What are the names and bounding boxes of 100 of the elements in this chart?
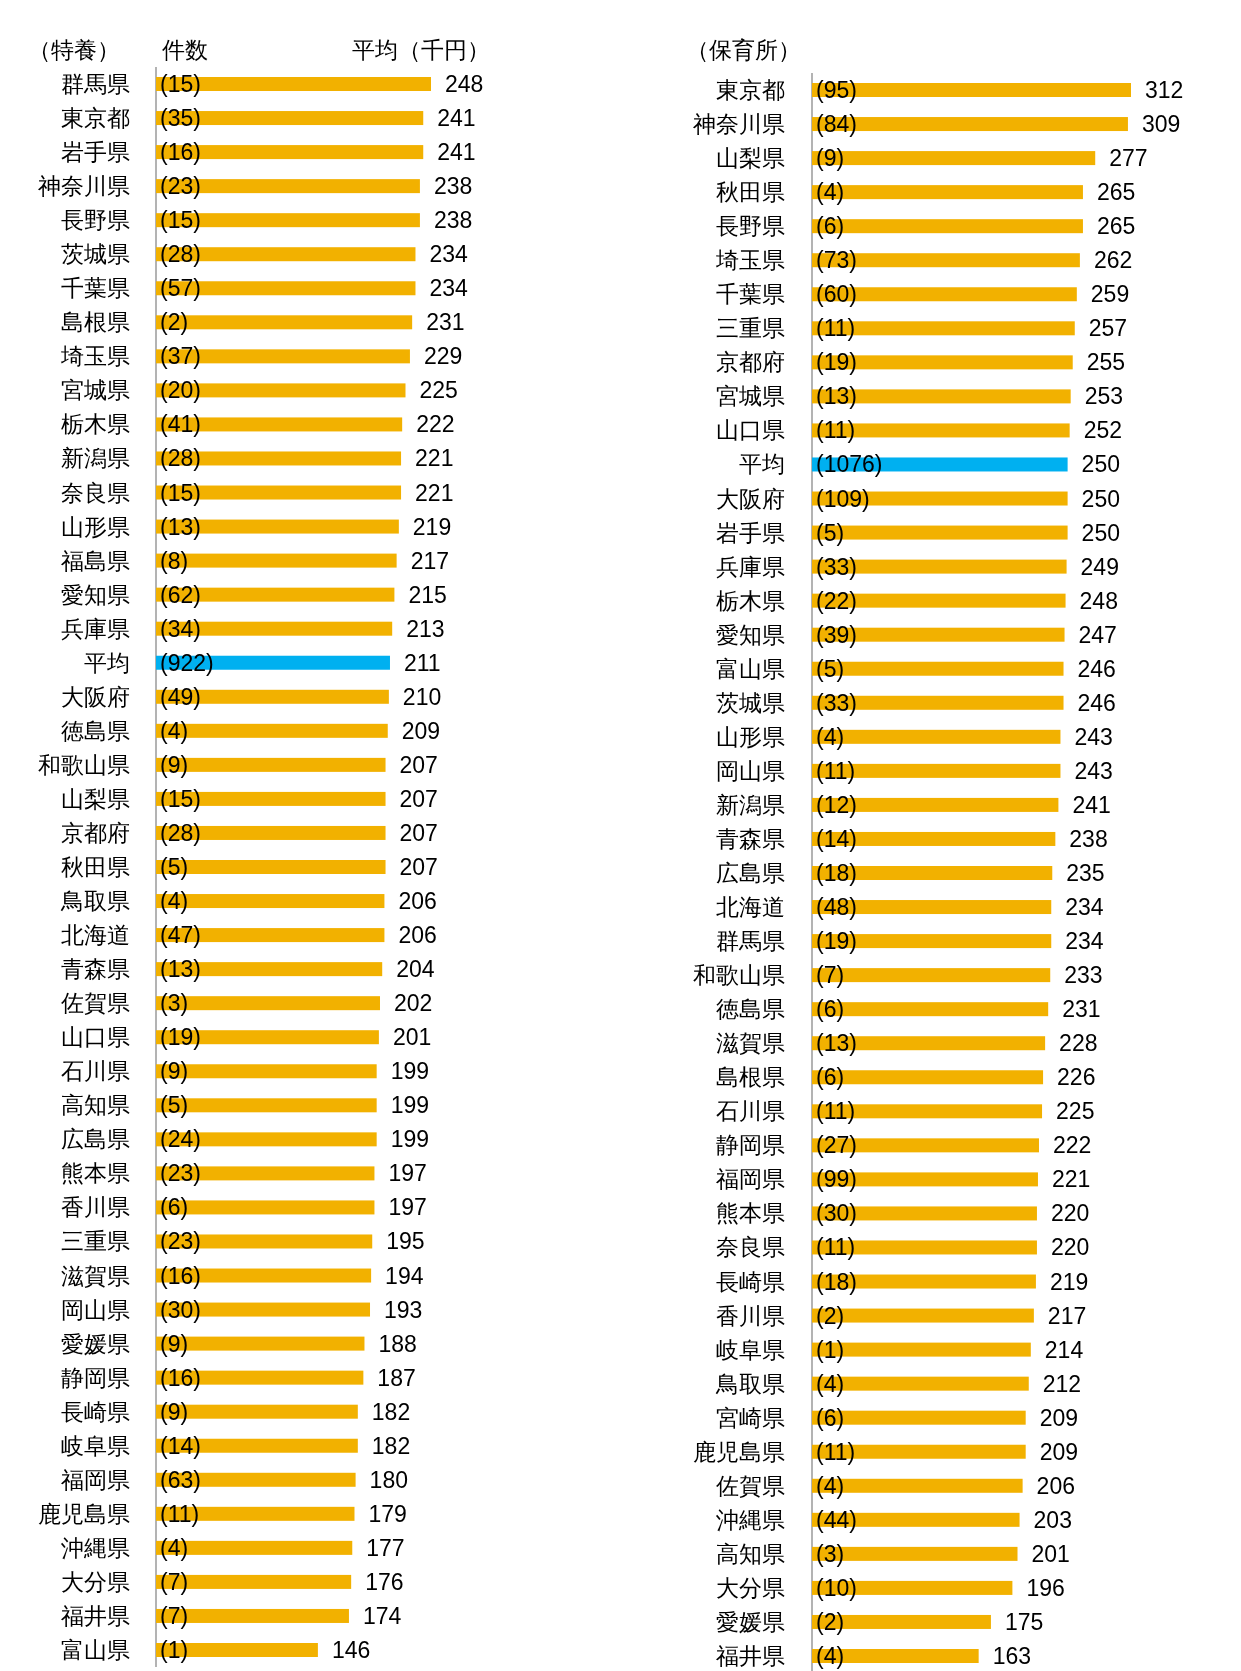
annotation: (28) xyxy=(160,241,201,268)
data-label: 209 xyxy=(1039,1404,1079,1431)
annotation: (95) xyxy=(816,77,857,103)
y-tick-label: 秋田県 xyxy=(61,854,130,880)
annotation: (9) xyxy=(160,1398,189,1425)
annotation: (19) xyxy=(160,1024,201,1051)
data-label: 225 xyxy=(419,377,458,404)
y-tick-label: 群馬県 xyxy=(716,928,785,955)
annotation: (6) xyxy=(816,213,845,240)
annotation: (15) xyxy=(160,479,201,506)
y-tick-label: 大阪府 xyxy=(61,683,130,710)
annotation: (13) xyxy=(816,1030,857,1057)
data-label: 193 xyxy=(384,1296,423,1323)
data-label: 259 xyxy=(1090,281,1130,308)
y-tick-label: 宮崎県 xyxy=(716,1404,785,1431)
data-label: 187 xyxy=(377,1364,416,1391)
annotation: (99) xyxy=(816,1166,857,1193)
text: 件数 xyxy=(162,37,208,63)
data-label: 207 xyxy=(399,751,438,778)
annotation: (3) xyxy=(816,1540,845,1567)
y-tick-label: 奈良県 xyxy=(716,1234,785,1261)
annotation: (9) xyxy=(160,751,189,778)
annotation: (2) xyxy=(816,1608,845,1635)
data-label: 163 xyxy=(992,1643,1032,1669)
y-tick-label: 青森県 xyxy=(716,825,785,852)
y-tick-label: 茨城県 xyxy=(61,241,130,268)
annotation: (15) xyxy=(160,71,201,97)
y-tick-label: 滋賀県 xyxy=(61,1262,130,1289)
data-label: 199 xyxy=(390,1126,430,1153)
y-tick-label: 富山県 xyxy=(716,655,785,682)
annotation: (2) xyxy=(816,1302,845,1329)
y-tick-label: 福井県 xyxy=(716,1643,785,1669)
data-label: 257 xyxy=(1088,315,1128,342)
data-label: 203 xyxy=(1033,1506,1072,1533)
data-label: 250 xyxy=(1081,451,1120,478)
y-tick-label: 静岡県 xyxy=(716,1132,785,1159)
data-label: 220 xyxy=(1050,1200,1090,1227)
data-label: 219 xyxy=(412,513,452,540)
data-label: 221 xyxy=(415,479,454,506)
data-label: 215 xyxy=(408,581,447,608)
data-label: 174 xyxy=(362,1602,402,1629)
data-label: 182 xyxy=(371,1432,411,1459)
y-tick-label: 京都府 xyxy=(716,349,785,376)
data-label: 277 xyxy=(1109,145,1148,172)
y-tick-label: 群馬県 xyxy=(61,71,130,97)
y-tick-label: 埼玉県 xyxy=(60,343,130,370)
data-label: 217 xyxy=(410,547,449,574)
data-label: 222 xyxy=(1052,1132,1092,1159)
data-label: 195 xyxy=(386,1228,425,1255)
y-tick-label: 岩手県 xyxy=(61,139,130,166)
data-label: 243 xyxy=(1074,757,1113,784)
data-label: 255 xyxy=(1086,349,1126,376)
y-tick-label: 平均 xyxy=(739,451,785,478)
y-tick-label: 山梨県 xyxy=(61,785,130,812)
annotation: (24) xyxy=(160,1126,201,1153)
data-label: 206 xyxy=(398,922,437,949)
annotation: (13) xyxy=(160,956,201,983)
annotation: (11) xyxy=(816,1438,856,1465)
annotation: (922) xyxy=(160,649,214,676)
annotation: (4) xyxy=(816,723,845,750)
y-tick-label: 山口県 xyxy=(61,1024,130,1051)
annotation: (11) xyxy=(816,1098,856,1125)
annotation: (6) xyxy=(160,1194,189,1221)
data-label: 210 xyxy=(402,683,442,710)
y-tick-label: 山梨県 xyxy=(716,145,785,172)
annotation: (11) xyxy=(816,417,856,444)
data-label: 217 xyxy=(1047,1302,1087,1329)
annotation: (15) xyxy=(160,785,201,812)
y-tick-label: 鳥取県 xyxy=(715,1370,785,1397)
annotation: (14) xyxy=(816,825,857,852)
annotation: (10) xyxy=(816,1574,857,1601)
y-tick-label: 秋田県 xyxy=(716,179,785,206)
data-label: 231 xyxy=(426,309,465,336)
annotation: (16) xyxy=(160,139,201,166)
data-label: 199 xyxy=(390,1092,430,1119)
annotation: (3) xyxy=(160,990,189,1017)
y-tick-label: 岐阜県 xyxy=(716,1336,785,1363)
data-label: 204 xyxy=(396,956,435,983)
annotation: (7) xyxy=(160,1602,189,1629)
annotation: (34) xyxy=(160,615,201,642)
y-tick-label: 愛知県 xyxy=(716,621,785,648)
y-tick-label: 和歌山県 xyxy=(693,962,785,989)
annotation: (84) xyxy=(816,111,857,138)
data-label: 146 xyxy=(331,1637,371,1663)
data-label: 194 xyxy=(385,1262,424,1289)
data-label: 220 xyxy=(1050,1234,1090,1261)
y-tick-label: 大分県 xyxy=(61,1568,130,1595)
y-tick-label: 岡山県 xyxy=(716,757,785,784)
y-tick-label: 鳥取県 xyxy=(60,888,130,915)
y-tick-label: 鹿児島県 xyxy=(693,1438,785,1465)
annotation: (23) xyxy=(160,1228,201,1255)
annotation: (5) xyxy=(160,1092,189,1119)
annotation: (7) xyxy=(160,1568,189,1595)
data-label: 177 xyxy=(366,1534,405,1561)
y-tick-label: 静岡県 xyxy=(61,1364,130,1391)
data-label: 250 xyxy=(1081,519,1120,546)
data-label: 234 xyxy=(429,275,469,302)
data-label: 265 xyxy=(1096,213,1136,240)
y-tick-label: 千葉県 xyxy=(716,281,785,308)
y-tick-label: 山形県 xyxy=(716,723,785,750)
